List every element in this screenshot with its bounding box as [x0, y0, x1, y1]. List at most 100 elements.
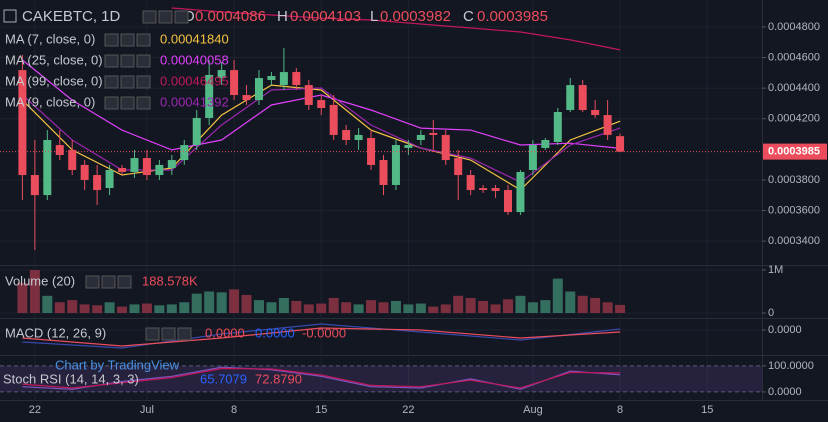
- candle-body: [354, 134, 363, 140]
- candle-body: [217, 70, 226, 79]
- candle-body: [55, 145, 64, 155]
- legend-icon: [120, 75, 135, 89]
- legend-value: 0.0000: [205, 325, 245, 340]
- volume-bar: [403, 304, 414, 314]
- volume-bar: [590, 297, 601, 314]
- volume-bar: [341, 302, 352, 314]
- candle-body: [504, 190, 512, 213]
- volume-bar: [229, 289, 240, 314]
- legend-value: 0.00040058: [160, 52, 229, 67]
- volume-bar: [328, 297, 339, 314]
- candle-body: [254, 78, 263, 101]
- candle-body: [404, 145, 413, 148]
- ohlc-value: 0.0003982: [380, 8, 451, 25]
- volume-bar: [204, 291, 215, 314]
- symbol: CAKEBTC, 1D: [22, 8, 121, 25]
- candle-body: [180, 145, 189, 161]
- volume-bar: [141, 303, 152, 314]
- y-tick-label: 0.0004400: [768, 82, 820, 94]
- volume-bar: [129, 304, 140, 314]
- candle-body: [130, 158, 139, 172]
- volume-bar: [278, 297, 289, 314]
- volume-bar: [216, 292, 227, 314]
- candle-body: [367, 138, 376, 165]
- candle-body: [491, 188, 500, 191]
- volume-bar: [67, 300, 78, 314]
- volume-bar: [79, 304, 90, 314]
- candle-body: [441, 134, 450, 161]
- legend-icon: [85, 275, 100, 289]
- candle-body: [479, 188, 488, 191]
- candle-body: [43, 139, 52, 196]
- legend-value: 0.00041840: [160, 31, 229, 46]
- legend-value: 72.8790: [255, 371, 302, 386]
- legend-icon: [145, 327, 160, 341]
- y-tick-label: 1M: [768, 264, 783, 276]
- candle-body: [342, 130, 351, 140]
- last-price-tag: [763, 143, 827, 160]
- volume-bar: [390, 300, 401, 314]
- volume-bar: [166, 304, 177, 314]
- volume-bar: [378, 302, 389, 314]
- last-price-label: 0.0003985: [768, 146, 820, 158]
- legend-icon: [104, 54, 119, 68]
- volume-bar: [17, 282, 28, 314]
- indicator-line: [22, 59, 621, 151]
- legend-name: Volume (20): [5, 273, 75, 288]
- candle-body: [429, 132, 438, 135]
- ohlc-value: 0.0004103: [290, 8, 361, 25]
- legend-icon: [136, 33, 151, 47]
- legend-icon: [158, 10, 173, 24]
- candle-body: [192, 117, 201, 146]
- volume-bar: [266, 302, 277, 314]
- candle-body: [18, 70, 27, 176]
- candle-body: [155, 164, 164, 176]
- indicator-line: [22, 323, 621, 349]
- y-tick-label: 0.0003600: [768, 204, 820, 216]
- x-tick-label: 22: [29, 404, 41, 416]
- legend-icon: [136, 75, 151, 89]
- candle-body: [466, 175, 475, 191]
- candle-body: [68, 149, 77, 170]
- volume-bar: [527, 302, 538, 314]
- legend-icon: [174, 10, 189, 24]
- candle-body: [118, 167, 127, 172]
- candle-body: [329, 104, 338, 135]
- legend-icon: [161, 327, 176, 341]
- legend-name: MA (25, close, 0): [5, 52, 103, 67]
- y-tick-label: 0.0003400: [768, 235, 820, 247]
- candle-body: [279, 72, 288, 86]
- y-tick-label: 0.0000: [768, 386, 802, 398]
- x-tick-label: 15: [701, 404, 713, 416]
- volume-bar: [490, 304, 501, 314]
- legend-value: 0.00041392: [160, 94, 229, 109]
- volume-bar: [92, 305, 103, 314]
- candle-body: [541, 139, 550, 148]
- legend-name: Stoch RSI (14, 14, 3, 3): [3, 371, 139, 386]
- collapse-icon: [3, 9, 17, 23]
- candle-body: [416, 134, 425, 140]
- ohlc-letter: C: [463, 8, 474, 25]
- candle-body: [304, 85, 313, 105]
- x-tick-label: 8: [231, 404, 237, 416]
- volume-bar: [241, 294, 252, 314]
- y-tick-label: 0: [768, 307, 774, 319]
- candle-body: [616, 136, 625, 152]
- legend-icon: [136, 96, 151, 110]
- volume-bar: [253, 300, 264, 314]
- legend-icon: [117, 275, 132, 289]
- indicator-line: [22, 327, 621, 347]
- x-tick-label: 8: [617, 404, 623, 416]
- legend-name: MACD (12, 26, 9): [5, 325, 106, 340]
- volume-bar: [54, 302, 65, 314]
- legend-icon: [120, 96, 135, 110]
- volume-bar: [316, 303, 327, 314]
- legend-name: MA (99, close, 0): [5, 73, 103, 88]
- y-tick-label: 0.0003800: [768, 174, 820, 186]
- candle-body: [230, 70, 239, 96]
- ohlc-value: 0.0004086: [195, 8, 266, 25]
- candle-body: [578, 85, 587, 111]
- volume-bar: [440, 304, 451, 314]
- legend-icon: [177, 327, 192, 341]
